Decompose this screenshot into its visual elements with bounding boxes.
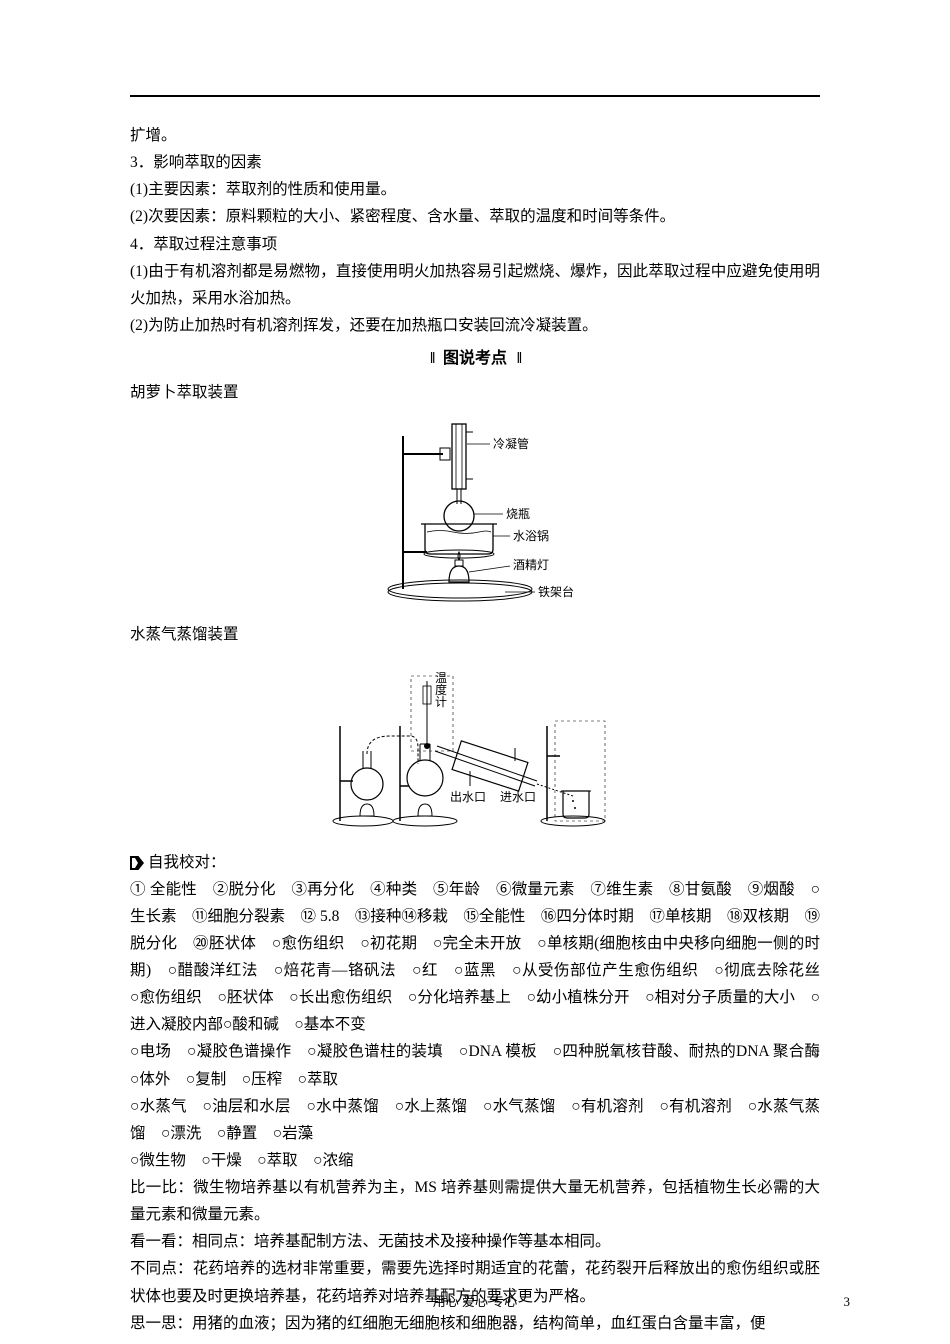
answers-p2: ○电场 ○凝胶色谱操作 ○凝胶色谱柱的装填 ○DNA 模板 ○四种脱氧核苷酸、耐… [130, 1038, 820, 1092]
paragraph-4b: (2)为防止加热时有机溶剂挥发，还要在加热瓶口安装回流冷凝装置。 [130, 312, 820, 339]
label-inlet: 进水口 [500, 790, 536, 804]
answers-p5: 比一比：微生物培养基以有机营养为主，MS 培养基则需提供大量无机营养，包括植物生… [130, 1174, 820, 1228]
section-header-text: 图说考点 [443, 350, 507, 367]
top-border [130, 95, 820, 97]
label-condenser: 冷凝管 [493, 436, 529, 451]
heading-4: 4．萃取过程注意事项 [130, 231, 820, 258]
label-outlet: 出水口 [450, 790, 486, 804]
answers-header-text: 自我校对： [148, 854, 226, 871]
paragraph-3b: (2)次要因素：原料颗粒的大小、紧密程度、含水量、萃取的温度和时间等条件。 [130, 203, 820, 230]
label-waterpot: 水浴锅 [513, 528, 549, 543]
paragraph-3a: (1)主要因素：萃取剂的性质和使用量。 [130, 176, 820, 203]
extraction-svg: 冷凝管 烧瓶 水浴锅 酒精灯 铁架台 [345, 414, 605, 604]
paragraph-4a: (1)由于有机溶剂都是易燃物，直接使用明火加热容易引起燃烧、爆炸，因此萃取过程中… [130, 258, 820, 312]
footer-text: 用心 爱心 专心 [0, 1291, 950, 1314]
answers-header: 自我校对： [130, 849, 820, 876]
bracket-right-icon: ‖ [517, 350, 520, 367]
paragraph-continuation: 扩增。 [130, 122, 820, 149]
answers-p3: ○水蒸气 ○油层和水层 ○水中蒸馏 ○水上蒸馏 ○水气蒸馏 ○有机溶剂 ○有机溶… [130, 1093, 820, 1147]
page-content: 扩增。 3．影响萃取的因素 (1)主要因素：萃取剂的性质和使用量。 (2)次要因… [130, 95, 820, 1337]
heading-3: 3．影响萃取的因素 [130, 149, 820, 176]
label-lamp: 酒精灯 [513, 558, 549, 572]
marker-icon [130, 856, 144, 870]
diagram1-title: 胡萝卜萃取装置 [130, 379, 820, 406]
distillation-svg: 温 度 计 出水口 进水口 [315, 656, 635, 831]
bracket-left-icon: ‖ [430, 350, 433, 367]
label-temp3: 计 [435, 695, 447, 709]
answers-p1: ① 全能性 ②脱分化 ③再分化 ④种类 ⑤年龄 ⑥微量元素 ⑦维生素 ⑧甘氨酸 … [130, 876, 820, 1039]
answers-p4: ○微生物 ○干燥 ○萃取 ○浓缩 [130, 1147, 820, 1174]
section-header: ‖ 图说考点 ‖ [130, 345, 820, 373]
label-stand: 铁架台 [538, 584, 574, 599]
extraction-apparatus-diagram: 冷凝管 烧瓶 水浴锅 酒精灯 铁架台 [130, 414, 820, 613]
steam-distillation-diagram: 温 度 计 出水口 进水口 [130, 656, 820, 840]
label-flask: 烧瓶 [506, 507, 530, 521]
diagram2-title: 水蒸气蒸馏装置 [130, 621, 820, 648]
answers-p6: 看一看：相同点：培养基配制方法、无菌技术及接种操作等基本相同。 [130, 1228, 820, 1255]
page-number: 3 [844, 1291, 851, 1314]
